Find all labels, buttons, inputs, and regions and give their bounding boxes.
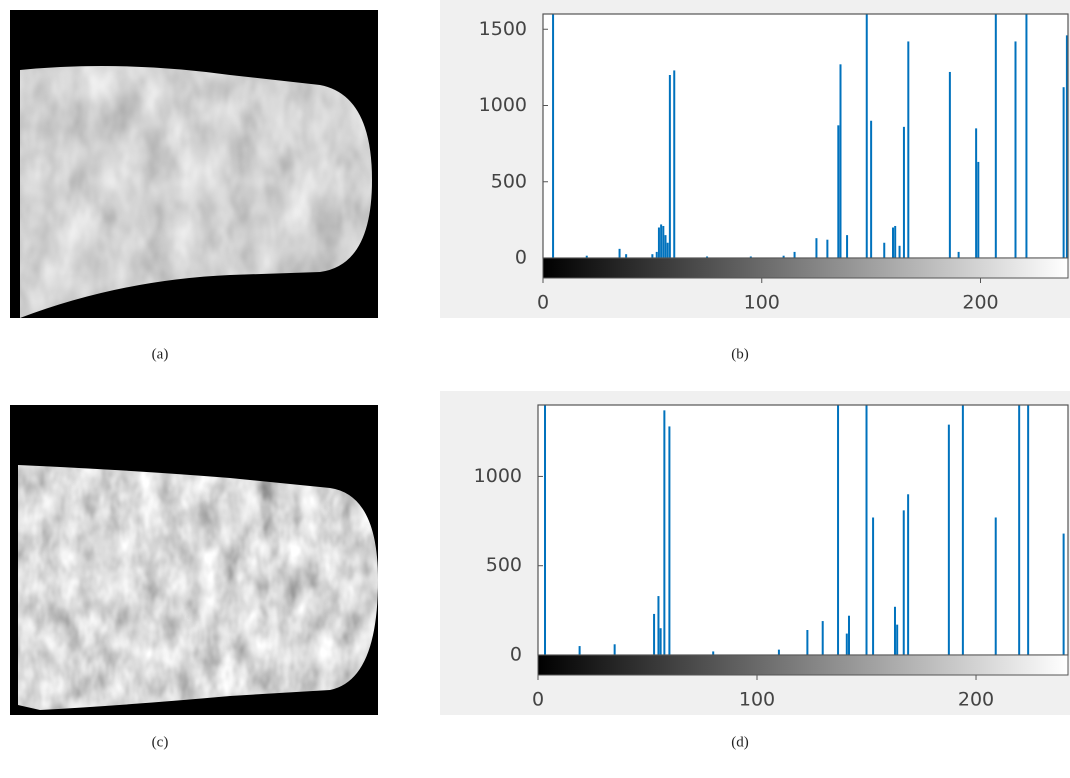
- bar: [544, 405, 547, 655]
- bar: [666, 242, 669, 258]
- chart-caption: (d): [731, 734, 749, 750]
- bar: [659, 628, 662, 655]
- bar: [1027, 405, 1030, 655]
- bar: [948, 71, 951, 258]
- chart-caption: (b): [731, 346, 749, 362]
- bar: [865, 405, 868, 655]
- bar: [961, 405, 964, 655]
- plot-area: [538, 405, 1068, 655]
- bar: [815, 238, 818, 258]
- bar: [839, 64, 842, 258]
- bars: [544, 405, 1065, 655]
- bar: [793, 251, 796, 258]
- bar: [660, 224, 663, 258]
- bar: [907, 41, 910, 258]
- bar: [977, 161, 980, 258]
- histogram: 0 500 1000 0 100 200 (d): [440, 391, 1070, 750]
- y-tick-label: 500: [491, 170, 527, 192]
- y-tick-label: 500: [486, 554, 522, 576]
- bar: [947, 424, 950, 655]
- bar: [749, 256, 752, 258]
- bar: [870, 120, 873, 258]
- bar: [1062, 87, 1065, 258]
- x-tick-label: 200: [958, 689, 994, 711]
- y-tick-label: 1000: [479, 94, 527, 116]
- bar: [1025, 14, 1028, 258]
- image-caption: (c): [152, 734, 169, 750]
- bars: [552, 14, 1068, 258]
- bar: [777, 649, 780, 655]
- bar: [1065, 35, 1068, 258]
- bar: [668, 426, 671, 655]
- bar: [651, 254, 654, 258]
- bar: [994, 14, 997, 258]
- x-tick-label: 100: [744, 292, 780, 314]
- bar: [902, 510, 905, 655]
- bar: [872, 517, 875, 655]
- y-tick-label: 1500: [479, 18, 527, 40]
- image-c: [10, 405, 378, 715]
- x-tick-label: 0: [532, 689, 544, 711]
- bar: [706, 256, 709, 258]
- bar: [712, 651, 715, 655]
- histogram: 0 500 1000 1500 0 100 200 (b): [440, 0, 1070, 362]
- y-tick-label: 0: [515, 247, 527, 269]
- bar: [845, 633, 848, 655]
- bar: [613, 644, 616, 655]
- bar: [662, 225, 665, 258]
- bar: [847, 615, 850, 655]
- bar: [668, 75, 671, 258]
- bar: [663, 410, 666, 655]
- bar: [806, 630, 809, 655]
- bar: [896, 624, 899, 655]
- bar: [894, 225, 897, 258]
- bar: [846, 235, 849, 258]
- y-tick-label: 1000: [474, 465, 522, 487]
- bar: [657, 596, 660, 655]
- bar: [994, 517, 997, 655]
- bar: [975, 128, 978, 258]
- bar: [578, 646, 581, 655]
- colorbar: [537, 654, 1069, 676]
- bar: [664, 235, 667, 258]
- image-caption: (a): [152, 346, 169, 362]
- bar: [552, 14, 555, 258]
- bar: [625, 254, 628, 258]
- bar: [1062, 533, 1065, 655]
- colorbar: [542, 257, 1069, 279]
- bar: [837, 125, 840, 258]
- bar: [585, 255, 588, 258]
- bar: [883, 242, 886, 258]
- bar: [865, 14, 868, 258]
- bar: [826, 239, 829, 258]
- bar: [657, 227, 660, 258]
- x-tick-label: 100: [739, 689, 775, 711]
- bar: [821, 621, 824, 655]
- image-a: [10, 10, 378, 318]
- bar: [618, 248, 621, 258]
- bar: [907, 494, 910, 655]
- bar: [837, 405, 840, 655]
- bar: [892, 227, 894, 258]
- bar: [1014, 41, 1017, 258]
- bar: [902, 126, 905, 258]
- x-tick-label: 200: [962, 292, 998, 314]
- x-tick-label: 0: [537, 292, 549, 314]
- bar: [653, 613, 656, 655]
- bar: [1018, 405, 1021, 655]
- plot-area: [543, 14, 1068, 258]
- bar: [782, 255, 785, 258]
- bar: [655, 251, 658, 258]
- bar: [957, 251, 960, 258]
- y-tick-label: 0: [510, 644, 522, 666]
- bar: [673, 70, 676, 258]
- bar: [893, 606, 896, 655]
- bar: [898, 245, 901, 258]
